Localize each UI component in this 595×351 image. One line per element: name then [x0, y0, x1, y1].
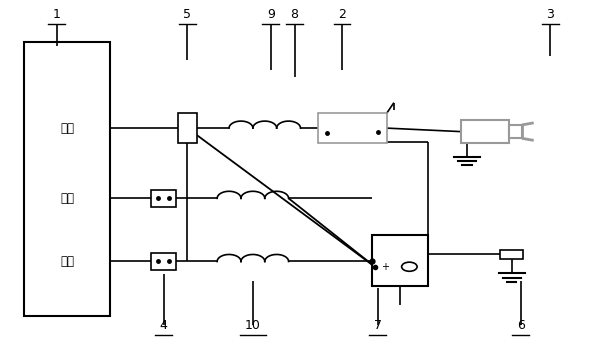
Text: 3: 3	[546, 8, 555, 21]
Text: 1: 1	[52, 8, 61, 21]
Text: 8: 8	[290, 8, 299, 21]
Circle shape	[402, 262, 417, 271]
Text: 4: 4	[159, 319, 168, 332]
Bar	[24, 42, 110, 316]
Bar	[151, 190, 176, 207]
Bar	[151, 253, 176, 270]
Bar	[461, 120, 509, 143]
Bar	[500, 250, 523, 259]
Text: +: +	[381, 262, 389, 272]
Text: 9: 9	[267, 8, 275, 21]
Text: 5: 5	[183, 8, 192, 21]
Text: 10: 10	[245, 319, 261, 332]
Bar	[372, 235, 428, 286]
Text: 2: 2	[338, 8, 346, 21]
Text: 输入: 输入	[60, 255, 74, 268]
Text: 6: 6	[516, 319, 525, 332]
Bar	[318, 113, 387, 143]
Bar	[178, 113, 197, 143]
Text: 输入: 输入	[60, 192, 74, 205]
Bar	[509, 125, 522, 138]
Text: 输出: 输出	[60, 121, 74, 135]
Text: 7: 7	[374, 319, 382, 332]
